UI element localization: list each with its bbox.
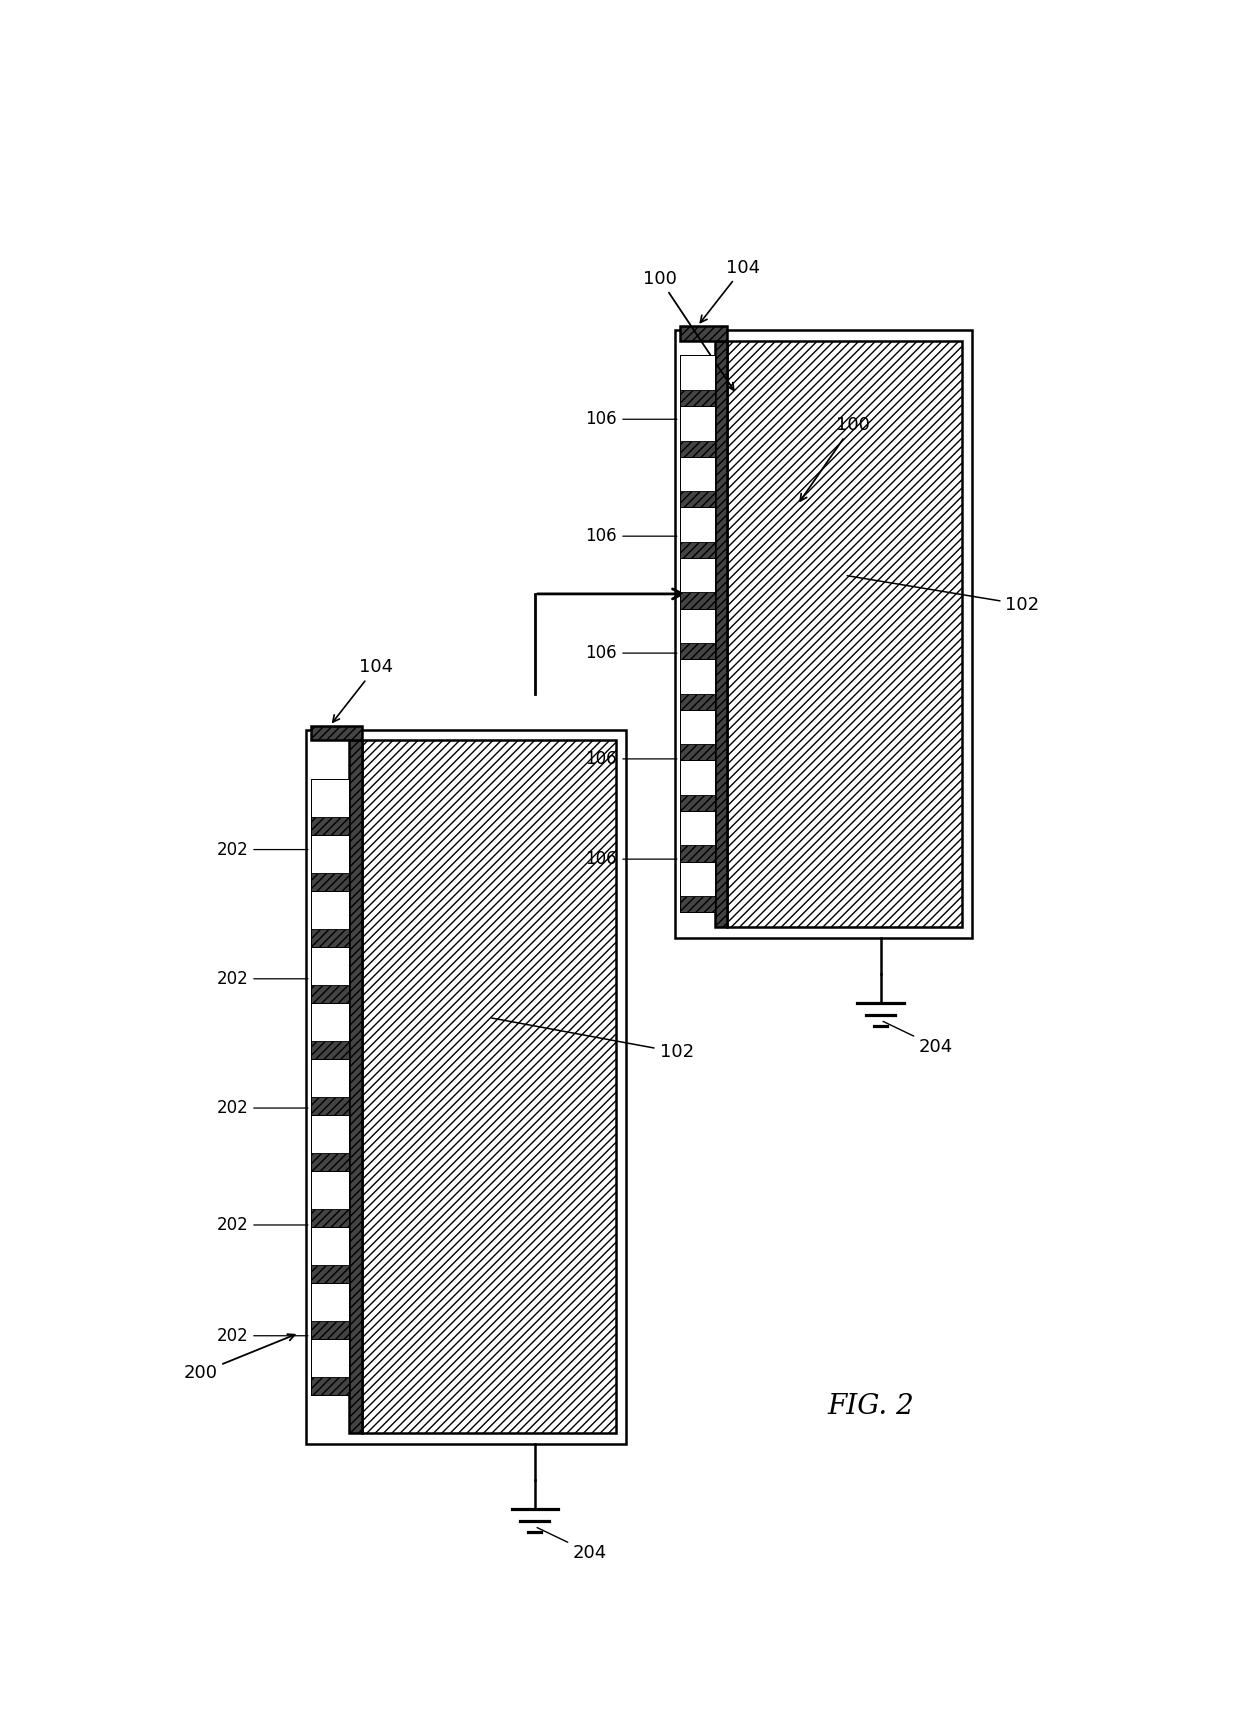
Bar bbox=[311, 1227, 350, 1265]
Bar bbox=[680, 811, 715, 846]
Bar bbox=[311, 836, 350, 891]
Bar bbox=[311, 984, 350, 1003]
Bar bbox=[680, 709, 715, 744]
Bar bbox=[311, 1265, 350, 1282]
Bar bbox=[680, 761, 715, 794]
Bar bbox=[306, 730, 626, 1445]
Text: 102: 102 bbox=[847, 576, 1039, 614]
Text: 106: 106 bbox=[585, 849, 677, 868]
Bar bbox=[680, 794, 715, 811]
Bar bbox=[680, 862, 715, 912]
Bar bbox=[680, 507, 715, 559]
Bar bbox=[680, 744, 715, 761]
Text: 100: 100 bbox=[642, 270, 734, 389]
Bar bbox=[680, 355, 715, 407]
Text: 202: 202 bbox=[217, 1099, 308, 1118]
Text: 204: 204 bbox=[883, 1021, 954, 1055]
Bar bbox=[311, 891, 350, 929]
Bar bbox=[311, 1282, 350, 1320]
Bar bbox=[311, 946, 350, 984]
Bar bbox=[680, 609, 715, 644]
Bar bbox=[311, 1114, 350, 1152]
Bar bbox=[680, 355, 715, 389]
Text: 102: 102 bbox=[492, 1017, 693, 1060]
Bar bbox=[311, 1059, 350, 1114]
Text: 106: 106 bbox=[585, 644, 677, 663]
Bar bbox=[311, 1152, 350, 1171]
Text: FIG. 2: FIG. 2 bbox=[828, 1393, 914, 1420]
Text: 202: 202 bbox=[217, 1327, 308, 1344]
Text: 100: 100 bbox=[800, 415, 869, 502]
Bar bbox=[311, 929, 350, 946]
Bar bbox=[311, 874, 350, 891]
Bar bbox=[680, 644, 715, 659]
Bar bbox=[311, 1171, 350, 1227]
Bar bbox=[350, 740, 362, 1432]
Bar bbox=[311, 1209, 350, 1227]
Bar bbox=[680, 441, 715, 457]
Bar bbox=[311, 836, 350, 874]
Bar bbox=[311, 891, 350, 946]
Text: 202: 202 bbox=[217, 841, 308, 858]
Bar bbox=[680, 659, 715, 694]
Bar bbox=[311, 1227, 350, 1282]
Bar bbox=[680, 846, 715, 862]
Bar bbox=[680, 507, 715, 541]
Text: 106: 106 bbox=[585, 410, 677, 429]
Text: 104: 104 bbox=[701, 258, 760, 322]
Bar bbox=[311, 1003, 350, 1059]
Text: 106: 106 bbox=[585, 749, 677, 768]
Bar bbox=[680, 811, 715, 862]
Bar bbox=[362, 740, 616, 1432]
Bar bbox=[680, 407, 715, 441]
Text: 104: 104 bbox=[332, 657, 393, 721]
Bar bbox=[311, 1003, 350, 1041]
Bar bbox=[680, 541, 715, 559]
Bar bbox=[680, 896, 715, 912]
Bar bbox=[311, 946, 350, 1003]
Bar bbox=[680, 761, 715, 811]
Bar bbox=[675, 330, 972, 938]
Bar bbox=[680, 491, 715, 507]
Bar bbox=[680, 559, 715, 609]
Bar bbox=[680, 592, 715, 609]
Bar bbox=[311, 778, 350, 836]
Text: 202: 202 bbox=[217, 971, 308, 988]
Bar bbox=[311, 1339, 350, 1377]
Bar bbox=[680, 659, 715, 709]
Text: 200: 200 bbox=[184, 1334, 295, 1382]
Bar bbox=[311, 1114, 350, 1171]
Bar bbox=[680, 407, 715, 457]
Bar bbox=[680, 694, 715, 709]
Bar bbox=[311, 1059, 350, 1097]
Bar bbox=[311, 778, 350, 817]
Bar bbox=[311, 1320, 350, 1339]
Bar bbox=[311, 1171, 350, 1209]
Bar bbox=[680, 862, 715, 896]
Bar bbox=[680, 559, 715, 592]
Bar bbox=[680, 457, 715, 507]
Bar bbox=[680, 709, 715, 761]
Bar bbox=[311, 1339, 350, 1394]
Bar bbox=[311, 817, 350, 836]
Text: 106: 106 bbox=[585, 528, 677, 545]
Bar bbox=[311, 727, 362, 740]
Bar bbox=[715, 341, 727, 927]
Bar bbox=[311, 1097, 350, 1114]
Bar bbox=[311, 1282, 350, 1339]
Text: 202: 202 bbox=[217, 1216, 308, 1233]
Bar bbox=[311, 1377, 350, 1394]
Text: 204: 204 bbox=[537, 1528, 608, 1562]
Bar bbox=[727, 341, 962, 927]
Bar bbox=[680, 457, 715, 491]
Bar bbox=[680, 389, 715, 407]
Bar bbox=[680, 327, 727, 341]
Bar bbox=[680, 609, 715, 659]
Bar bbox=[311, 1041, 350, 1059]
